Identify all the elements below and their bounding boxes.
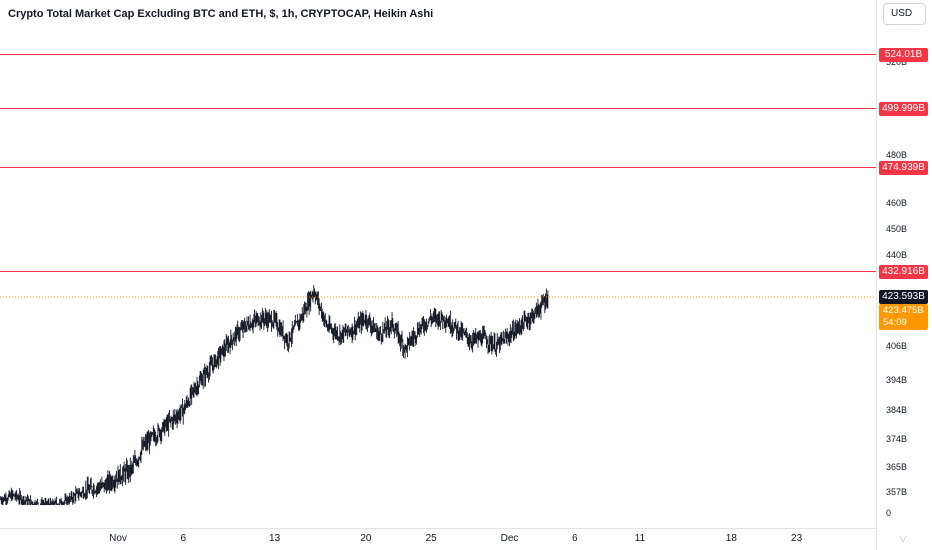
time-tick-label: Dec [500, 533, 519, 544]
price-tick-label: 480B [886, 150, 908, 160]
price-axis-border [876, 0, 877, 550]
time-tick-label: 11 [634, 533, 646, 544]
time-tick-label: 6 [180, 533, 187, 544]
price-tick-label: 440B [886, 250, 908, 260]
price-tick-label: 0 [886, 508, 892, 518]
countdown-label: 423.475B 54:09 [879, 304, 928, 330]
horizontal-line-label: 499.999B [879, 101, 928, 116]
time-tick-label: Nov [109, 533, 127, 544]
countdown-price: 423.475B [883, 305, 924, 316]
price-tick-label: 374B [886, 434, 908, 444]
countdown-time: 54:09 [883, 317, 907, 328]
price-tick-label: 460B [886, 198, 908, 208]
last-price-label: 423.593B [879, 290, 928, 304]
price-plot[interactable] [0, 0, 876, 528]
price-tick-label: 394B [886, 375, 908, 385]
time-tick-label: 23 [791, 533, 803, 544]
price-tick-label: 406B [886, 341, 908, 351]
time-tick-label: 18 [725, 533, 737, 544]
price-tick-label: 384B [886, 405, 908, 415]
time-tick-label: 20 [360, 533, 372, 544]
price-tick-label: 365B [886, 462, 908, 472]
price-tick-label: 520B [886, 57, 908, 67]
horizontal-line-label: 474.939B [879, 160, 928, 175]
horizontal-line-label: 524.01B [879, 47, 928, 62]
price-tick-label: 450B [886, 224, 908, 234]
time-tick-label: 25 [425, 533, 437, 544]
time-tick-label: 6 [571, 533, 578, 544]
chart-title: Crypto Total Market Cap Excluding BTC an… [8, 8, 434, 20]
currency-button[interactable]: USD [883, 3, 926, 25]
time-axis-handle[interactable] [878, 530, 928, 548]
price-tick-label: 357B [886, 487, 908, 497]
time-axis-border [0, 528, 876, 529]
time-tick-label: 13 [269, 533, 281, 544]
horizontal-line-label: 432.916B [879, 264, 928, 279]
